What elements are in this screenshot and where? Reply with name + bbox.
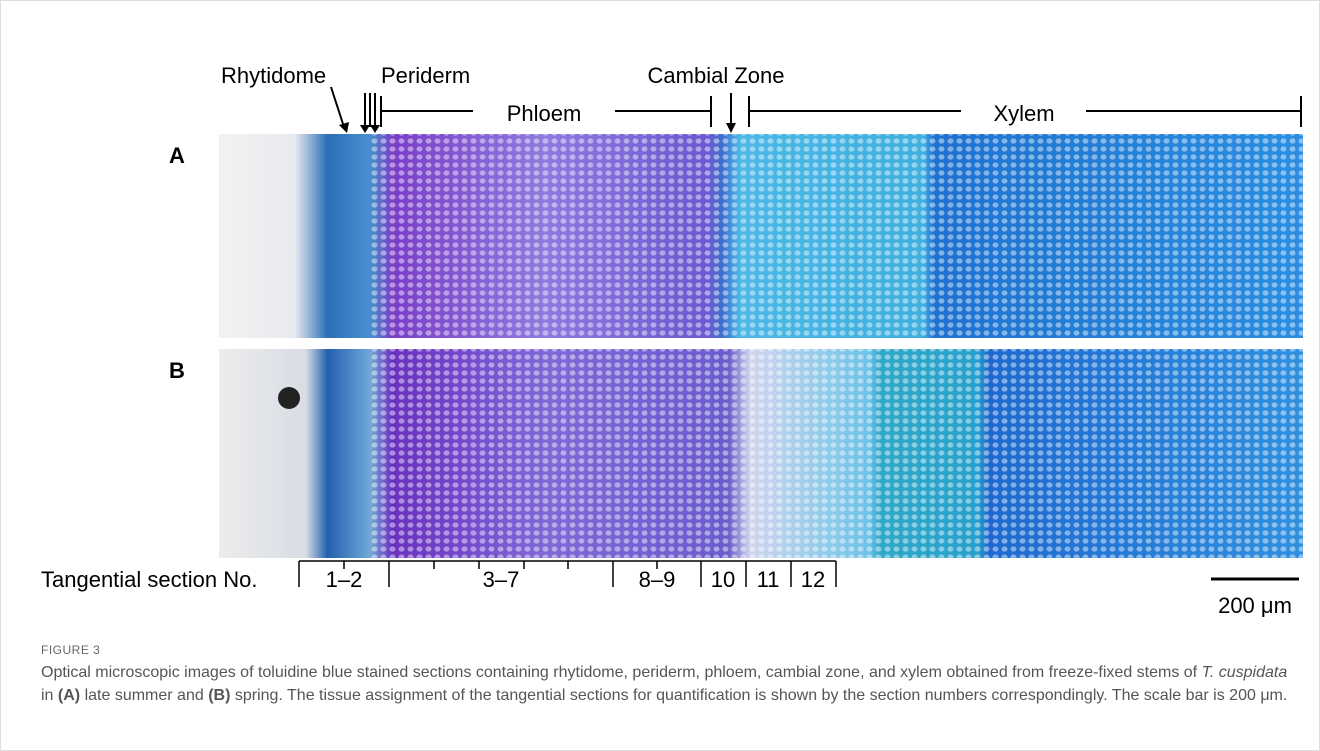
section-ruler	[299, 561, 836, 587]
scale-label: 200 μm	[1218, 593, 1292, 618]
section-label: 1–2	[326, 567, 363, 592]
cell-texture	[371, 349, 1303, 558]
panel-label: A	[169, 143, 185, 168]
species: T. cuspidata	[1202, 664, 1288, 681]
axis-title: Tangential section No.	[41, 567, 257, 592]
caption-text: spring. The tissue assignment of the tan…	[230, 687, 1287, 704]
tissue-label: Cambial Zone	[648, 63, 785, 88]
annotation-lines	[331, 87, 1301, 127]
figure-label: FIGURE 3	[41, 643, 100, 657]
section-label: 12	[801, 567, 825, 592]
panel-ref: (A)	[58, 687, 80, 704]
cell-texture	[371, 134, 1303, 338]
caption-text: late summer and	[80, 687, 208, 704]
tissue-label: Periderm	[381, 63, 470, 88]
section-label: 11	[757, 567, 780, 592]
caption-text: in	[41, 687, 58, 704]
tissue-label: Xylem	[993, 101, 1054, 126]
page: A B Rhytidome Periderm Phloem Cambial Zo…	[0, 0, 1320, 751]
figure: A B Rhytidome Periderm Phloem Cambial Zo…	[1, 1, 1319, 631]
panel-label: B	[169, 358, 185, 383]
section-label: 10	[711, 567, 735, 592]
section-label: 3–7	[483, 567, 520, 592]
tissue-label: Phloem	[507, 101, 582, 126]
caption-text: Optical microscopic images of toluidine …	[41, 664, 1202, 681]
caption: Optical microscopic images of toluidine …	[41, 661, 1291, 707]
panel-ref: (B)	[208, 687, 230, 704]
tissue-label: Rhytidome	[221, 63, 326, 88]
section-label: 8–9	[639, 567, 676, 592]
particle	[278, 387, 300, 409]
